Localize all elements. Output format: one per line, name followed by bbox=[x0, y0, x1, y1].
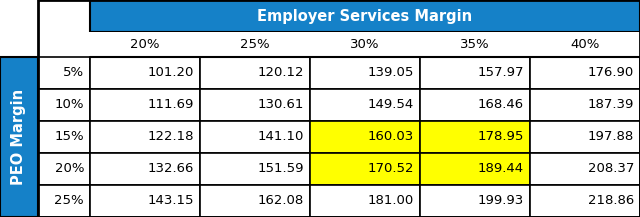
Bar bbox=[420, 121, 530, 153]
Bar bbox=[310, 185, 420, 217]
Bar bbox=[310, 57, 420, 89]
Bar bbox=[200, 121, 310, 153]
Bar bbox=[38, 32, 90, 57]
Bar bbox=[530, 185, 640, 217]
Text: 111.69: 111.69 bbox=[148, 99, 194, 112]
Text: 141.10: 141.10 bbox=[258, 130, 304, 143]
Bar bbox=[420, 32, 530, 57]
Text: 176.90: 176.90 bbox=[588, 66, 634, 79]
Bar bbox=[90, 0, 640, 32]
Text: 208.37: 208.37 bbox=[588, 163, 634, 176]
Text: 30%: 30% bbox=[350, 38, 380, 51]
Text: 139.05: 139.05 bbox=[367, 66, 414, 79]
Bar bbox=[38, 153, 90, 185]
Text: Employer Services Margin: Employer Services Margin bbox=[257, 8, 472, 23]
Bar bbox=[38, 89, 90, 121]
Text: 143.15: 143.15 bbox=[147, 194, 194, 207]
Text: 162.08: 162.08 bbox=[258, 194, 304, 207]
Text: 120.12: 120.12 bbox=[257, 66, 304, 79]
Bar bbox=[310, 121, 420, 153]
Bar bbox=[530, 32, 640, 57]
Text: 20%: 20% bbox=[54, 163, 84, 176]
Bar bbox=[530, 57, 640, 89]
Bar bbox=[90, 89, 200, 121]
Text: 181.00: 181.00 bbox=[368, 194, 414, 207]
Bar bbox=[530, 89, 640, 121]
Bar bbox=[200, 185, 310, 217]
Bar bbox=[38, 185, 90, 217]
Bar bbox=[200, 57, 310, 89]
Text: 151.59: 151.59 bbox=[257, 163, 304, 176]
Bar bbox=[420, 89, 530, 121]
Text: 178.95: 178.95 bbox=[477, 130, 524, 143]
Text: 15%: 15% bbox=[54, 130, 84, 143]
Text: 168.46: 168.46 bbox=[478, 99, 524, 112]
Bar bbox=[420, 153, 530, 185]
Bar bbox=[310, 153, 420, 185]
Text: 25%: 25% bbox=[54, 194, 84, 207]
Bar bbox=[310, 89, 420, 121]
Text: 149.54: 149.54 bbox=[368, 99, 414, 112]
Bar bbox=[200, 153, 310, 185]
Text: 10%: 10% bbox=[54, 99, 84, 112]
Bar bbox=[90, 32, 200, 57]
Bar bbox=[0, 57, 38, 217]
Text: 187.39: 187.39 bbox=[588, 99, 634, 112]
Text: 5%: 5% bbox=[63, 66, 84, 79]
Text: 35%: 35% bbox=[460, 38, 490, 51]
Text: 189.44: 189.44 bbox=[478, 163, 524, 176]
Bar bbox=[530, 153, 640, 185]
Text: 197.88: 197.88 bbox=[588, 130, 634, 143]
Text: 199.93: 199.93 bbox=[477, 194, 524, 207]
Bar bbox=[420, 185, 530, 217]
Bar bbox=[90, 121, 200, 153]
Bar bbox=[90, 153, 200, 185]
Text: 157.97: 157.97 bbox=[477, 66, 524, 79]
Text: 40%: 40% bbox=[570, 38, 600, 51]
Text: 160.03: 160.03 bbox=[368, 130, 414, 143]
Bar bbox=[420, 57, 530, 89]
Text: 130.61: 130.61 bbox=[258, 99, 304, 112]
Bar bbox=[38, 121, 90, 153]
Text: 122.18: 122.18 bbox=[147, 130, 194, 143]
Text: 132.66: 132.66 bbox=[148, 163, 194, 176]
Text: PEO Margin: PEO Margin bbox=[12, 89, 26, 185]
Bar bbox=[90, 57, 200, 89]
Text: 218.86: 218.86 bbox=[588, 194, 634, 207]
Text: 25%: 25% bbox=[240, 38, 270, 51]
Bar bbox=[310, 32, 420, 57]
Bar bbox=[38, 57, 90, 89]
Bar bbox=[200, 32, 310, 57]
Text: 101.20: 101.20 bbox=[148, 66, 194, 79]
Text: 20%: 20% bbox=[131, 38, 160, 51]
Bar bbox=[530, 121, 640, 153]
Text: 170.52: 170.52 bbox=[367, 163, 414, 176]
Bar bbox=[200, 89, 310, 121]
Bar bbox=[90, 185, 200, 217]
